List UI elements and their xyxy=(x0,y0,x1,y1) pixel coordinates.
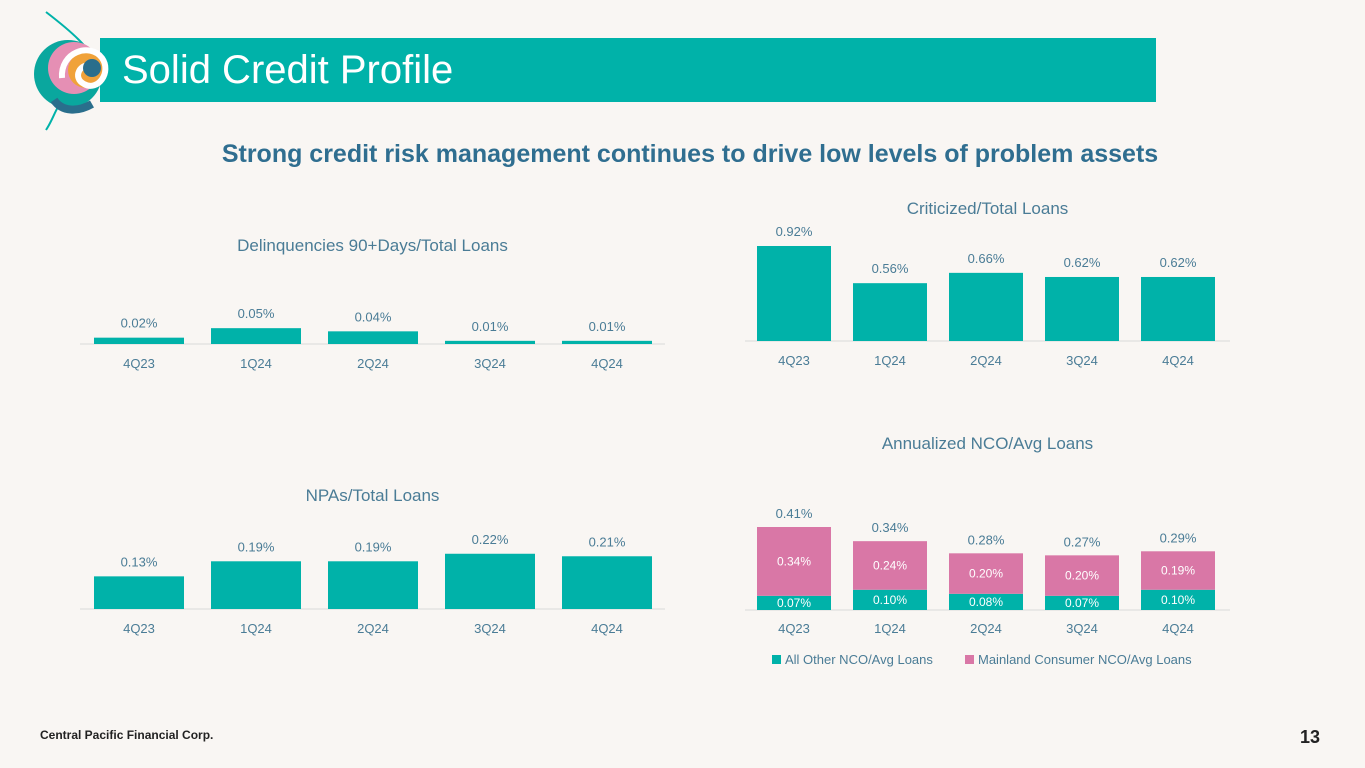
page-number: 13 xyxy=(1300,727,1321,747)
title-bar xyxy=(100,38,1156,102)
x-tick-label: 1Q24 xyxy=(874,621,906,636)
x-tick-label: 2Q24 xyxy=(970,621,1002,636)
data-label: 0.62% xyxy=(1064,255,1101,270)
chart-title: Annualized NCO/Avg Loans xyxy=(882,434,1093,453)
bar-segment-all-other-1q24 xyxy=(853,589,927,610)
x-tick-label: 2Q24 xyxy=(357,356,389,371)
data-label-total: 0.28% xyxy=(968,532,1005,547)
data-label: 0.02% xyxy=(121,316,158,331)
bar-4q23 xyxy=(94,337,184,344)
data-label: 0.21% xyxy=(589,534,626,549)
data-label-total: 0.41% xyxy=(776,506,813,521)
segment-label: 0.10% xyxy=(1161,593,1195,607)
segment-label: 0.20% xyxy=(969,567,1003,581)
legend-swatch xyxy=(965,655,974,664)
bar-2q24 xyxy=(328,561,418,609)
page-title: Solid Credit Profile xyxy=(122,48,454,92)
data-label: 0.13% xyxy=(121,554,158,569)
segment-label: 0.20% xyxy=(1065,569,1099,583)
x-tick-label: 3Q24 xyxy=(1066,621,1098,636)
bar-4q24 xyxy=(562,340,652,344)
bar-4q23 xyxy=(757,246,831,341)
chart-title: Delinquencies 90+Days/Total Loans xyxy=(237,236,508,255)
page-subtitle: Strong credit risk management continues … xyxy=(221,140,1159,168)
x-tick-label: 3Q24 xyxy=(474,621,506,636)
bar-1q24 xyxy=(853,283,927,341)
x-tick-label: 1Q24 xyxy=(240,356,272,371)
bar-4q24 xyxy=(562,556,652,609)
x-tick-label: 4Q24 xyxy=(591,621,623,636)
bar-segment-all-other-3q24 xyxy=(1045,595,1119,610)
x-tick-label: 1Q24 xyxy=(240,621,272,636)
data-label: 0.01% xyxy=(472,319,509,334)
chart-npas: NPAs/Total Loans 0.13% 4Q23 0.19% 1Q24 0.19% 2… xyxy=(80,480,665,640)
segment-label: 0.19% xyxy=(1161,564,1195,578)
chart-title: NPAs/Total Loans xyxy=(306,486,440,505)
data-label: 0.19% xyxy=(355,539,392,554)
bar-segment-mainland-1q24 xyxy=(853,541,927,590)
data-label: 0.66% xyxy=(968,251,1005,266)
bar-4q23 xyxy=(94,576,184,609)
x-tick-label: 3Q24 xyxy=(1066,353,1098,368)
bar-segment-all-other-4q23 xyxy=(757,595,831,610)
footer-company: Central Pacific Financial Corp. xyxy=(40,728,214,742)
x-tick-label: 4Q23 xyxy=(123,621,155,636)
x-tick-label: 4Q23 xyxy=(123,356,155,371)
chart-criticized: Criticized/Total Loans 0.92% 4Q23 0.56% 1Q24… xyxy=(745,195,1230,380)
bar-segment-mainland-4q23 xyxy=(757,527,831,596)
company-logo-icon xyxy=(34,11,109,131)
data-label-total: 0.34% xyxy=(872,520,909,535)
legend-label: All Other NCO/Avg Loans xyxy=(785,652,933,667)
data-label: 0.04% xyxy=(355,309,392,324)
data-label: 0.92% xyxy=(776,224,813,239)
segment-label: 0.34% xyxy=(777,554,811,568)
segment-label: 0.24% xyxy=(873,558,907,572)
data-label: 0.19% xyxy=(238,539,275,554)
segment-label: 0.07% xyxy=(1065,596,1099,610)
bar-segment-mainland-4q24 xyxy=(1141,551,1215,590)
segment-label: 0.07% xyxy=(777,596,811,610)
legend-swatch xyxy=(772,655,781,664)
bar-2q24 xyxy=(949,272,1023,341)
x-tick-label: 4Q23 xyxy=(778,621,810,636)
x-tick-label: 1Q24 xyxy=(874,353,906,368)
bar-segment-mainland-3q24 xyxy=(1045,555,1119,596)
segment-label: 0.08% xyxy=(969,595,1003,609)
x-tick-label: 4Q23 xyxy=(778,353,810,368)
bar-3q24 xyxy=(1045,276,1119,341)
x-tick-label: 2Q24 xyxy=(970,353,1002,368)
legend-label: Mainland Consumer NCO/Avg Loans xyxy=(978,652,1192,667)
data-label: 0.62% xyxy=(1160,255,1197,270)
bar-segment-all-other-4q24 xyxy=(1141,589,1215,610)
chart-nco: Annualized NCO/Avg Loans 0.07% 0.34% 0.41% 4… xyxy=(745,430,1230,675)
bar-2q24 xyxy=(328,331,418,344)
x-tick-label: 4Q24 xyxy=(1162,621,1194,636)
data-label: 0.22% xyxy=(472,532,509,547)
data-label: 0.05% xyxy=(238,306,275,321)
bar-segment-all-other-2q24 xyxy=(949,593,1023,610)
bar-segment-mainland-2q24 xyxy=(949,553,1023,594)
chart-title: Criticized/Total Loans xyxy=(907,199,1069,218)
bar-1q24 xyxy=(211,561,301,609)
bar-4q24 xyxy=(1141,276,1215,341)
data-label: 0.56% xyxy=(872,261,909,276)
chart-delinquencies: Delinquencies 90+Days/Total Loans 0.02% 4Q… xyxy=(80,230,665,380)
bar-3q24 xyxy=(445,340,535,344)
data-label-total: 0.29% xyxy=(1160,530,1197,545)
bar-1q24 xyxy=(211,328,301,344)
x-tick-label: 3Q24 xyxy=(474,356,506,371)
x-tick-label: 4Q24 xyxy=(591,356,623,371)
x-tick-label: 4Q24 xyxy=(1162,353,1194,368)
data-label-total: 0.27% xyxy=(1064,534,1101,549)
segment-label: 0.10% xyxy=(873,593,907,607)
x-tick-label: 2Q24 xyxy=(357,621,389,636)
data-label: 0.01% xyxy=(589,319,626,334)
bar-3q24 xyxy=(445,553,535,609)
